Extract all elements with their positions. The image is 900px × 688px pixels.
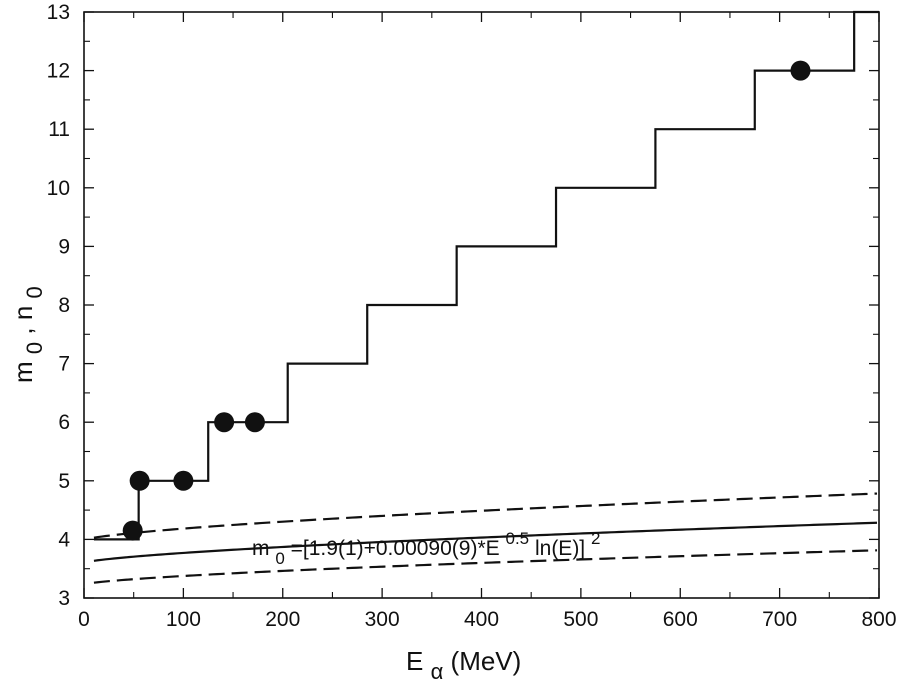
- plot-area: [93, 10, 879, 584]
- formula-tail: ln(E)]: [535, 537, 585, 560]
- x-title-main: E: [406, 646, 423, 676]
- y-title-n: n: [8, 306, 38, 320]
- data-point: [244, 412, 265, 433]
- x-tick-label: 700: [762, 608, 797, 631]
- y-tick-label: 3: [58, 587, 70, 610]
- data-point: [129, 470, 150, 491]
- x-tick-label: 0: [78, 608, 90, 631]
- y-title-m: m: [8, 361, 38, 383]
- y-tick-label: 10: [47, 177, 70, 200]
- y-tick-label: 9: [58, 235, 70, 258]
- x-axis-title: E α (MeV): [406, 646, 521, 685]
- data-point: [122, 520, 143, 541]
- x-tick-label: 600: [663, 608, 698, 631]
- fit-lower-dashed-line: [93, 549, 878, 584]
- y-tick-label: 11: [48, 118, 70, 141]
- fit-formula-annotation: m 0 =[1.9(1)+0.00090(9)*E 0.5 ln(E)] 2: [252, 526, 600, 569]
- step-series-line: [93, 10, 879, 541]
- x-tick-label: 400: [464, 608, 499, 631]
- x-tick-label: 800: [861, 608, 896, 631]
- x-tick-label: 200: [265, 608, 300, 631]
- data-point: [214, 412, 235, 433]
- data-point: [790, 60, 811, 81]
- y-tick-label: 13: [47, 1, 70, 24]
- x-title-rest: (MeV): [451, 646, 522, 676]
- fit-upper-dashed-line: [93, 492, 878, 539]
- tick-labels: 0 100 200 300 400 500 600 700 800 3 4 5 6 7 8 9 10 11 12 13: [47, 1, 897, 631]
- y-tick-label: 8: [58, 294, 70, 317]
- plot-frame: [83, 11, 880, 599]
- x-tick-label: 300: [365, 608, 400, 631]
- y-title-sep: ,: [8, 320, 38, 334]
- y-tick-label: 4: [58, 528, 70, 551]
- axis-ticks: [83, 11, 880, 599]
- y-title-m-sub: 0: [22, 342, 47, 354]
- y-tick-label: 12: [47, 60, 70, 83]
- y-tick-label: 6: [58, 411, 70, 434]
- fit-curve-line: [93, 521, 878, 562]
- y-tick-label: 7: [58, 353, 70, 376]
- data-point: [173, 470, 194, 491]
- formula-m: m: [252, 537, 270, 560]
- y-tick-label: 5: [58, 470, 70, 493]
- formula-m-sub: 0: [275, 549, 284, 568]
- y-title-n-sub: 0: [22, 286, 47, 298]
- y-axis-title: m 0 , n 0: [8, 286, 48, 383]
- formula-square: 2: [591, 529, 600, 548]
- x-title-sub: α: [431, 659, 444, 684]
- formula-body: =[1.9(1)+0.00090(9)*E: [291, 537, 500, 560]
- x-tick-label: 500: [563, 608, 598, 631]
- formula-exp: 0.5: [505, 529, 529, 548]
- x-tick-label: 100: [166, 608, 201, 631]
